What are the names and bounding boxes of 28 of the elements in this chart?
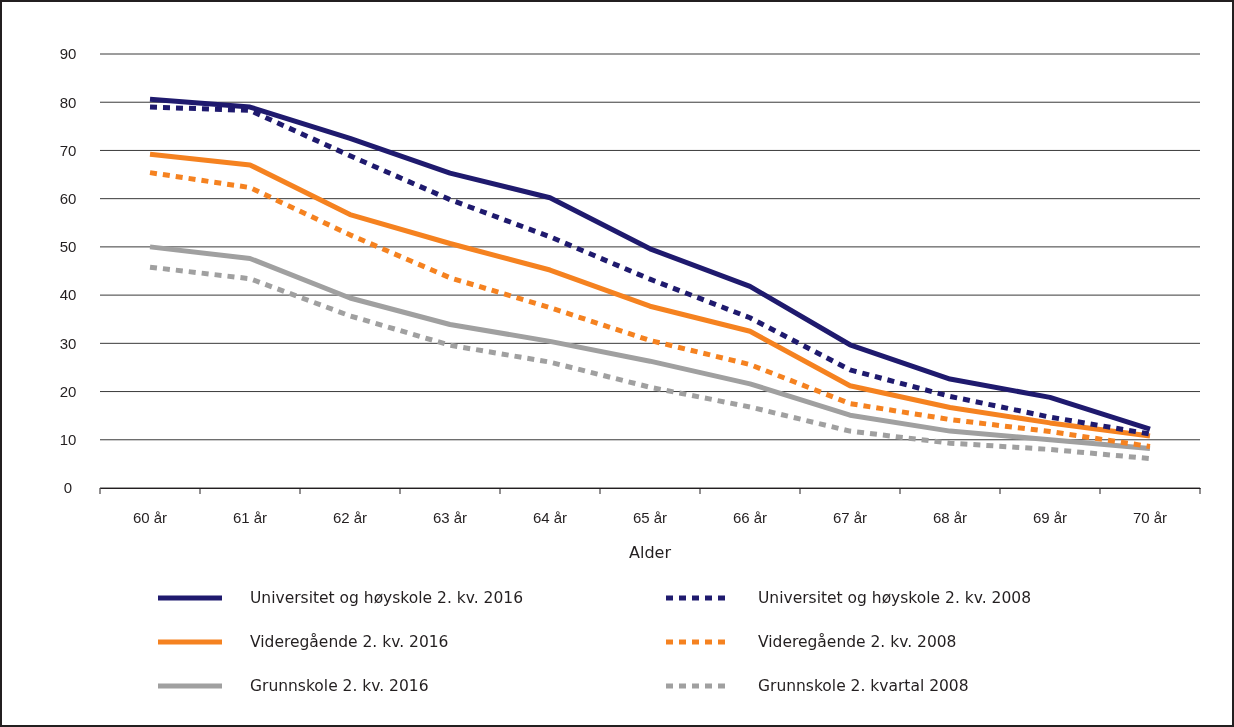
legend-label: Videregående 2. kv. 2008 (758, 633, 957, 651)
x-tick-label: 65 år (632, 508, 668, 526)
y-tick-label: 40 (59, 286, 77, 304)
legend-label: Grunnskole 2. kvartal 2008 (758, 677, 969, 695)
y-tick-label: 50 (59, 238, 77, 256)
x-tick-label: 64 år (532, 508, 568, 526)
x-tick-label: 63 år (432, 508, 468, 526)
x-axis-title: Alder (629, 543, 672, 562)
y-tick-label: 0 (63, 479, 73, 497)
x-tick-label: 70 år (1132, 508, 1168, 526)
legend-label: Videregående 2. kv. 2016 (250, 633, 449, 651)
legend-label: Universitet og høyskole 2. kv. 2008 (758, 589, 1031, 607)
y-tick-label: 20 (59, 382, 77, 400)
x-tick-label: 67 år (832, 508, 868, 526)
y-tick-label: 90 (59, 45, 77, 63)
x-tick-label: 68 år (932, 508, 968, 526)
y-tick-label: 60 (59, 189, 77, 207)
x-tick-label: 69 år (1032, 508, 1068, 526)
y-tick-label: 10 (59, 431, 77, 449)
y-tick-label: 80 (59, 93, 77, 111)
x-tick-label: 61 år (232, 508, 268, 526)
x-tick-label: 62 år (332, 508, 368, 526)
x-tick-label: 66 år (732, 508, 768, 526)
y-tick-label: 70 (59, 141, 77, 159)
legend-label: Grunnskole 2. kv. 2016 (250, 677, 429, 695)
x-tick-label: 60 år (132, 508, 168, 526)
legend-label: Universitet og høyskole 2. kv. 2016 (250, 589, 523, 607)
y-tick-label: 30 (59, 334, 77, 352)
